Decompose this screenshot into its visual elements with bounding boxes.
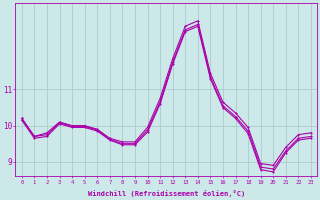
X-axis label: Windchill (Refroidissement éolien,°C): Windchill (Refroidissement éolien,°C)	[88, 190, 245, 197]
